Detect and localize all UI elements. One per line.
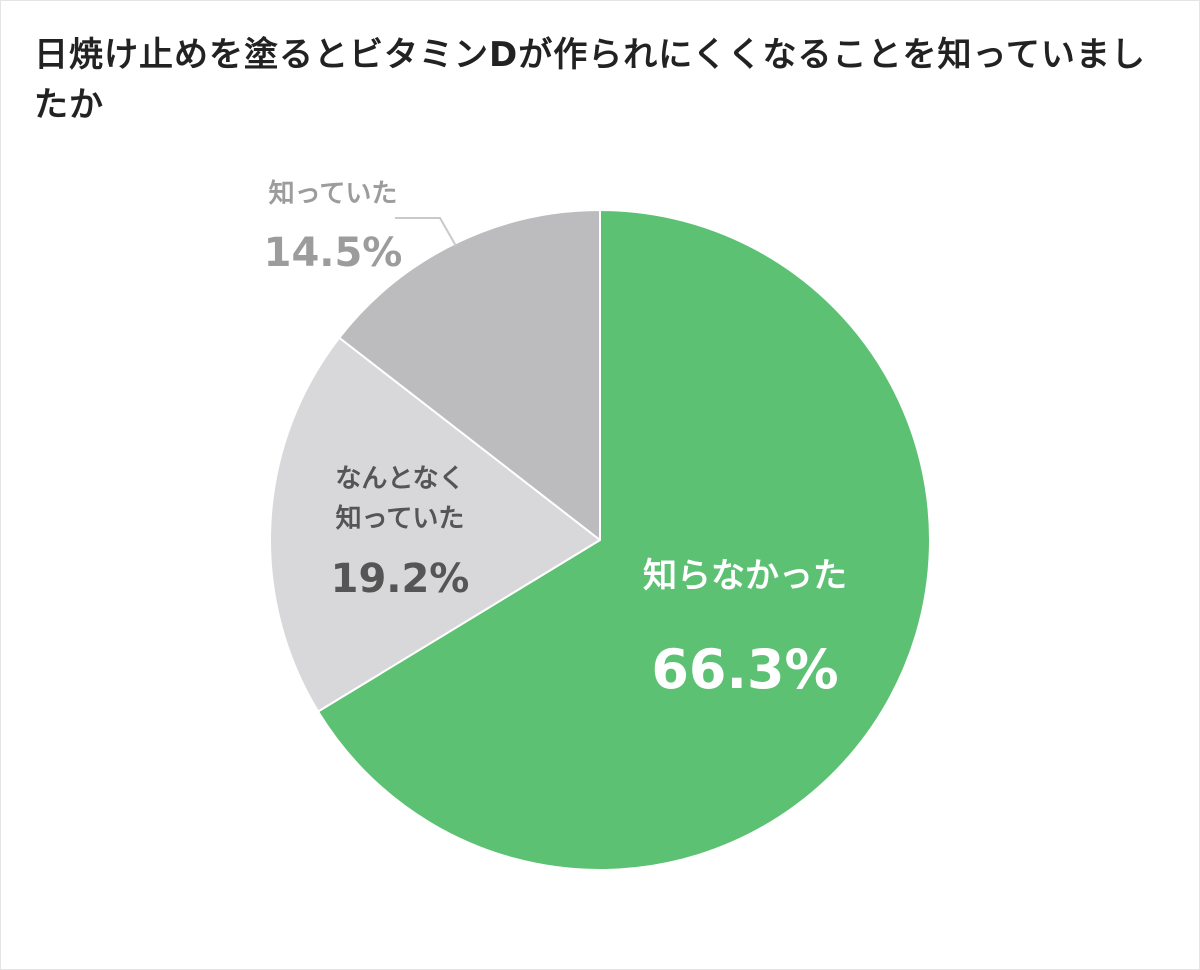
slice-label-3: 知っていた	[269, 179, 398, 209]
slice-label-2-line-1: なんとなく	[335, 464, 464, 494]
pie-slices	[269, 209, 931, 871]
slice-label-2-line-2: 知っていた	[336, 504, 465, 534]
chart-title: 日焼け止めを塗るとビタミンDが作られにくくなることを知っていましたか	[34, 35, 1146, 125]
pie-slice-2	[269, 336, 601, 713]
slice-value-2: 19.2%	[331, 556, 470, 602]
slice-label-1: 知らなかった	[643, 556, 847, 596]
slice-value-3: 14.5%	[264, 230, 403, 276]
pie-slice-1	[317, 209, 931, 871]
leader-line	[395, 217, 457, 247]
slice-value-1: 66.3%	[651, 638, 838, 701]
